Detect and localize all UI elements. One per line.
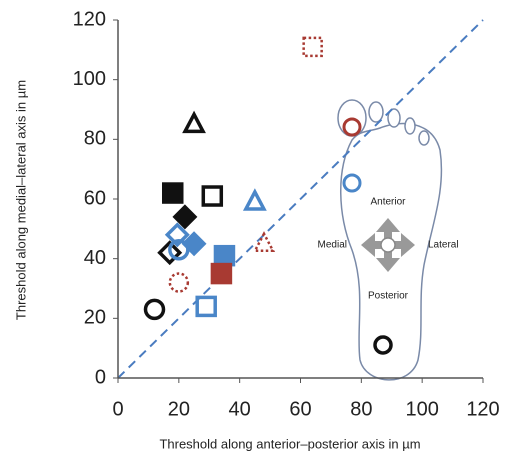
x-tick-label: 40 bbox=[229, 398, 251, 420]
x-tick-label: 80 bbox=[350, 398, 372, 420]
x-tick-label: 0 bbox=[112, 398, 123, 420]
point bbox=[197, 297, 215, 315]
point bbox=[164, 184, 182, 202]
foot-inset bbox=[338, 100, 441, 380]
point bbox=[185, 114, 203, 131]
point bbox=[255, 234, 273, 251]
x-tick-label: 60 bbox=[289, 398, 311, 420]
y-tick-label: 20 bbox=[84, 307, 106, 329]
y-tick-label: 100 bbox=[73, 68, 106, 90]
point bbox=[203, 187, 221, 205]
page: {"chart_data": {"type": "scatter", "x_la… bbox=[0, 0, 511, 459]
x-tick-label: 20 bbox=[168, 398, 190, 420]
point bbox=[212, 265, 230, 283]
annotation: Posterior bbox=[368, 291, 409, 302]
x-axis-label: Threshold along anterior–posterior axis … bbox=[159, 436, 420, 451]
x-tick-label: 120 bbox=[466, 398, 499, 420]
point bbox=[304, 38, 322, 56]
y-tick-label: 0 bbox=[95, 366, 106, 388]
annotation: Anterior bbox=[370, 197, 406, 208]
point bbox=[215, 247, 233, 265]
y-tick-label: 40 bbox=[84, 247, 106, 269]
annotation: Lateral bbox=[428, 240, 459, 251]
y-axis-label: Threshold along medial–lateral axis in µ… bbox=[13, 80, 28, 320]
y-tick-label: 80 bbox=[84, 128, 106, 150]
point bbox=[170, 274, 188, 292]
annotation: Medial bbox=[318, 240, 347, 251]
y-tick-label: 120 bbox=[73, 8, 106, 30]
chart: 0 20 40 60 80 100 120 0 20 40 60 80 100 120 Threshold … bbox=[0, 0, 511, 459]
point bbox=[246, 192, 264, 209]
x-tick-label: 100 bbox=[405, 398, 438, 420]
y-tick-label: 60 bbox=[84, 187, 106, 209]
point bbox=[146, 300, 164, 318]
